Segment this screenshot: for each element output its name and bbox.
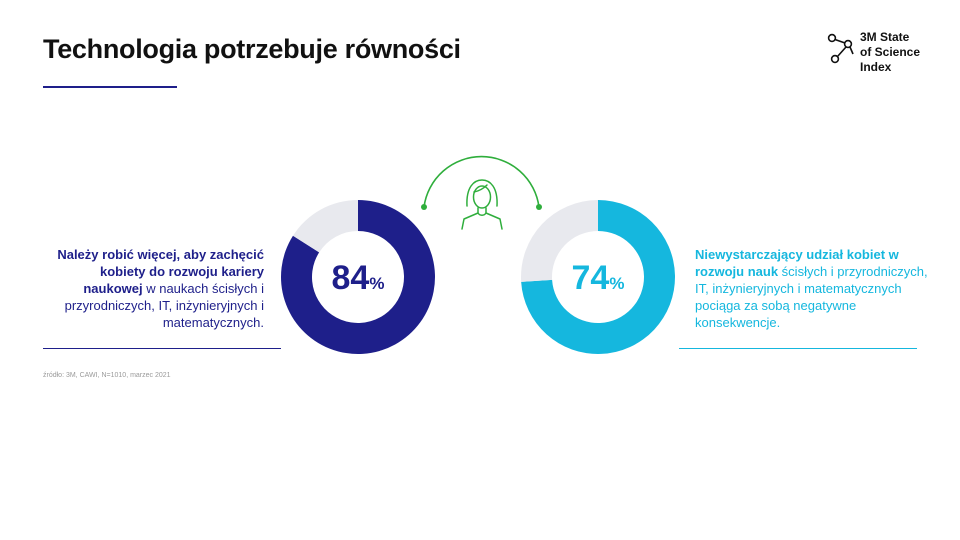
donut-chart-right: 74%: [521, 200, 675, 354]
title-underline: [43, 86, 177, 88]
donut-center-label: 74%: [572, 259, 625, 297]
connector-arc: [423, 155, 540, 208]
brand-logo: 3M State of Science Index: [826, 30, 936, 80]
donut-slice-value: [521, 200, 675, 354]
right-statement-bold: Niewystarczający udział kobiet w rozwoju…: [695, 247, 899, 279]
left-statement-regular: w naukach ścisłych i przyrodniczych, IT,…: [64, 281, 264, 330]
donut-center-unit: %: [609, 274, 624, 293]
connector-dot-left: [421, 204, 427, 210]
donut-center-label: 84%: [332, 259, 385, 297]
donut-center-unit: %: [369, 274, 384, 293]
left-divider: [43, 348, 281, 349]
donut-slice-value: [280, 200, 435, 354]
right-divider: [679, 348, 917, 349]
right-statement: Niewystarczający udział kobiet w rozwoju…: [695, 246, 935, 331]
page-title: Technologia potrzebuje równości: [43, 34, 461, 64]
donut-center-number: 84: [332, 259, 370, 297]
connector-dot-right: [536, 204, 542, 210]
molecule-logo-icon: [827, 33, 854, 64]
donut-chart-left: 84%: [280, 200, 435, 354]
donut-center-number: 74: [572, 259, 610, 297]
source-note: źródło: 3M, CAWI, N=1010, marzec 2021: [43, 372, 171, 379]
logo-text: 3M State of Science Index: [860, 30, 921, 74]
left-statement-bold: Należy robić więcej, aby zachęcić kobiet…: [57, 247, 264, 296]
right-statement-regular: ścisłych i przyrodniczych, IT, inżyniery…: [695, 264, 928, 330]
donut-slice-remainder: [521, 200, 598, 282]
left-statement: Należy robić więcej, aby zachęcić kobiet…: [40, 246, 264, 331]
woman-icon: [461, 179, 503, 230]
donut-slice-remainder: [292, 200, 358, 253]
